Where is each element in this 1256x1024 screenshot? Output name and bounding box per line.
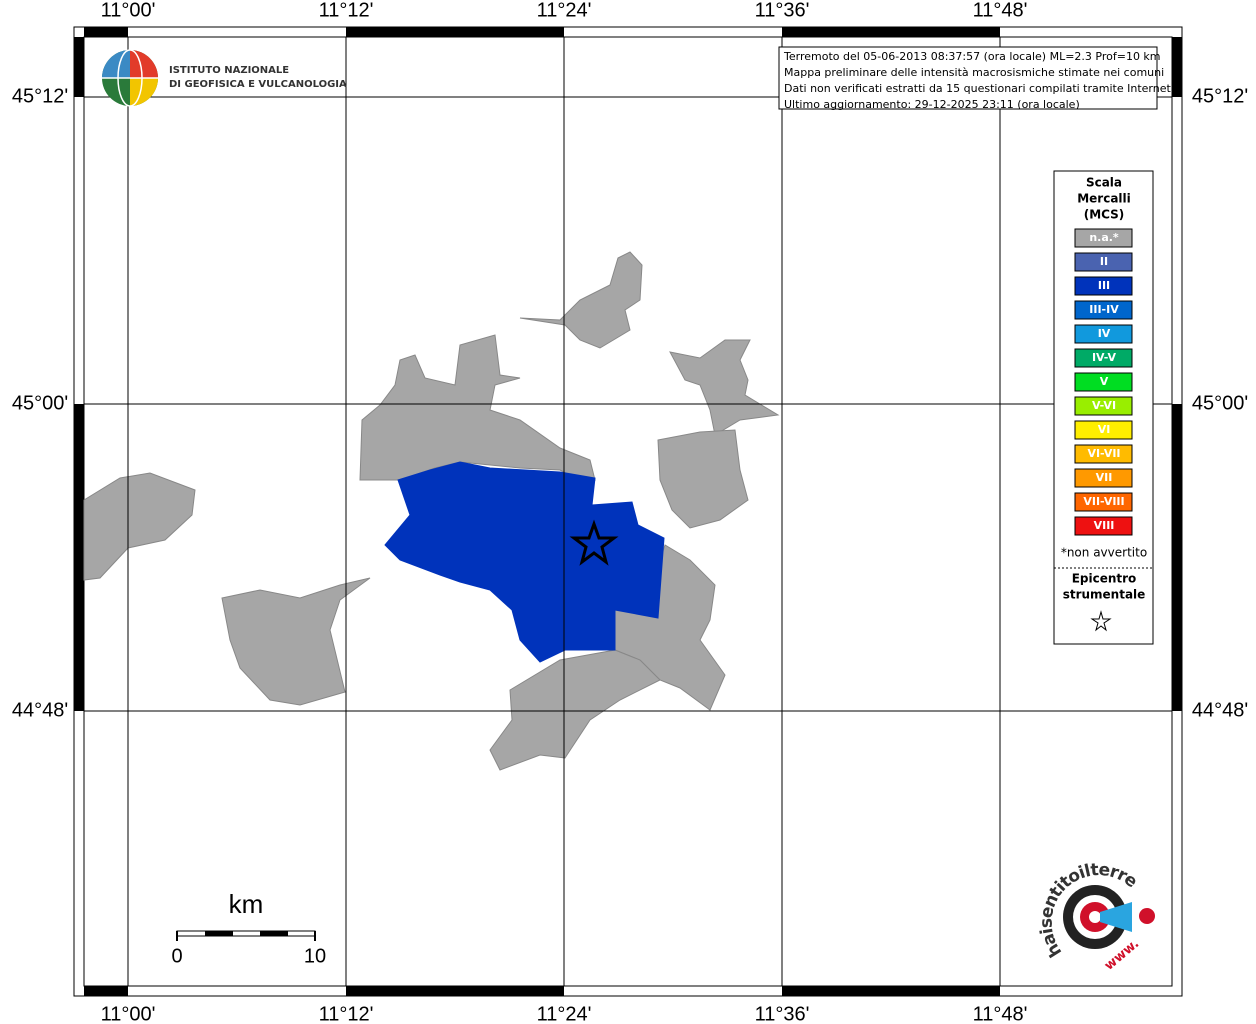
lon-label: 11°36' (755, 0, 810, 21)
municipalities (83, 251, 780, 771)
legend-label: III-IV (1089, 303, 1119, 316)
info-line: Mappa preliminare delle intensità macros… (784, 66, 1164, 79)
legend-swatch (1074, 300, 1133, 320)
info-line: Dati non verificati estratti da 15 quest… (784, 82, 1174, 95)
legend-swatch (1074, 492, 1133, 512)
lat-label: 45°00' (1192, 392, 1248, 414)
lon-label: 11°48' (973, 0, 1028, 21)
legend-star (1090, 610, 1112, 632)
legend-swatch (1074, 468, 1133, 488)
legend-swatch (1074, 372, 1133, 392)
legend-title: (MCS) (1084, 208, 1125, 222)
ingv-logo: ISTITUTO NAZIONALE DI GEOFISICA E VULCAN… (102, 49, 347, 107)
lon-label: 11°12' (319, 1003, 374, 1024)
legend-footnote: *non avvertito (1061, 546, 1147, 560)
lon-label: 11°48' (973, 1003, 1028, 1024)
legend-swatch (1074, 348, 1133, 368)
lon-label: 11°36' (755, 1003, 810, 1024)
scale-unit: km (229, 889, 264, 919)
legend-label: n.a.* (1089, 231, 1119, 244)
legend-swatch (1074, 396, 1133, 416)
lon-label: 11°24' (537, 0, 592, 21)
epicenter-label: strumentale (1063, 588, 1146, 602)
info-box (778, 46, 1158, 110)
legend-label: V (1100, 375, 1109, 388)
legend-swatch (1074, 324, 1133, 344)
info-line: Terremoto del 05-06-2013 08:37:57 (ora l… (783, 50, 1161, 63)
legend-label: II (1100, 255, 1108, 268)
lat-label: 44°48' (12, 699, 68, 721)
logo-text: DI GEOFISICA E VULCANOLOGIA (169, 79, 347, 90)
legend-label: VIII (1094, 519, 1115, 532)
legend-label: VI-VII (1087, 447, 1120, 460)
logo-text: ISTITUTO NAZIONALE (169, 65, 289, 76)
legend-title: Mercalli (1077, 192, 1131, 206)
legend-swatch (1074, 516, 1133, 536)
scale-bar: km 0 10 (171, 889, 326, 967)
epicenter-star (569, 519, 619, 566)
legend-label: VI (1098, 423, 1111, 436)
legend-swatch (1074, 420, 1133, 440)
legend-swatch (1074, 228, 1133, 248)
scale-end: 10 (304, 945, 326, 967)
legend-label: III (1098, 279, 1110, 292)
graticule (84, 37, 1172, 986)
legend-swatch (1074, 276, 1133, 296)
legend-label: IV (1098, 327, 1111, 340)
legend-title: Scala (1086, 176, 1122, 190)
lon-label: 11°00' (101, 1003, 156, 1024)
lat-label: 44°48' (1192, 699, 1248, 721)
legend-label: VII-VIII (1083, 495, 1124, 508)
info-text: Terremoto del 05-06-2013 08:37:57 (ora l… (783, 50, 1174, 111)
legend-swatch (1074, 252, 1133, 272)
lon-label: 11°24' (537, 1003, 592, 1024)
legend-swatch (1074, 444, 1133, 464)
legend-label: IV-V (1092, 351, 1117, 364)
lon-label: 11°12' (319, 0, 374, 21)
epicenter-label: Epicentro (1072, 572, 1137, 586)
scale-start: 0 (171, 945, 182, 967)
lat-label: 45°12' (12, 85, 68, 107)
lat-label: 45°12' (1192, 85, 1248, 107)
legend-label: VII (1096, 471, 1113, 484)
info-line: Ultimo aggiornamento: 29-12-2025 23:11 (… (784, 98, 1080, 111)
legend-content: ScalaMercalli(MCS)n.a.*IIIIIIII-IVIVIV-V… (1061, 176, 1147, 602)
lat-label: 45°00' (12, 392, 68, 414)
legend-label: V-VI (1092, 399, 1116, 412)
lon-label: 11°00' (101, 0, 156, 21)
